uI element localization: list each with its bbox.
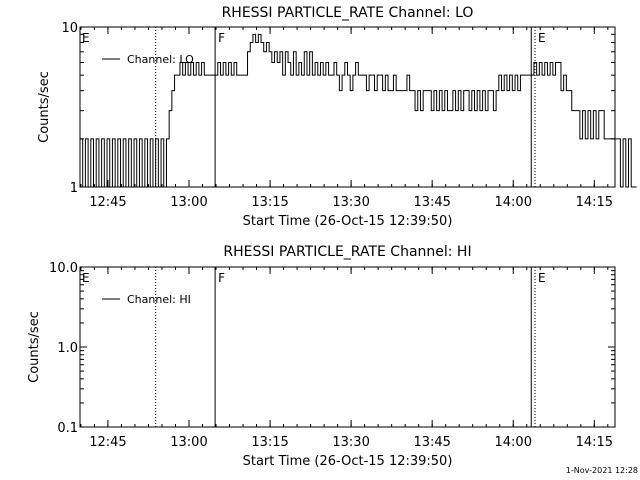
x-axis-label: Start Time (26-Oct-15 12:39:50) (243, 214, 453, 229)
x-tick-label: 13:00 (170, 435, 207, 450)
y-tick-label: 1.0 (57, 341, 78, 356)
event-marker-label: E (538, 31, 546, 45)
corner-marker-label: E (82, 31, 90, 45)
x-tick-label: 12:45 (89, 435, 126, 450)
y-axis-label: Counts/sec (37, 71, 52, 143)
legend-entry: Channel: HI (127, 293, 191, 306)
x-tick-label: 12:45 (89, 195, 126, 210)
y-tick-label: 1 (70, 181, 78, 196)
event-marker-label: F (218, 271, 225, 285)
chart-title: RHESSI PARTICLE_RATE Channel: LO (222, 5, 474, 21)
x-tick-label: 14:00 (495, 195, 532, 210)
corner-marker-label: E (82, 271, 90, 285)
data-series-line (80, 33, 637, 188)
lo-channel-panel: RHESSI PARTICLE_RATE Channel: LO 12:45 13:… (37, 5, 637, 229)
event-marker-label: F (218, 31, 225, 45)
y-tick-label: 10 (61, 21, 78, 36)
x-tick-label: 13:30 (332, 195, 369, 210)
x-tick-label: 13:45 (413, 195, 450, 210)
chart-title: RHESSI PARTICLE_RATE Channel: HI (223, 244, 471, 260)
hi-channel-panel: RHESSI PARTICLE_RATE Channel: HI 12:45 13:… (27, 244, 616, 469)
x-axis-label: Start Time (26-Oct-15 12:39:50) (243, 454, 453, 469)
footer-timestamp: 1-Nov-2021 12:28 (566, 466, 638, 475)
y-tick-label: 10.0 (49, 261, 78, 276)
event-marker-label: E (538, 271, 546, 285)
x-tick-label: 13:15 (251, 195, 288, 210)
plot-frame (79, 26, 616, 188)
x-tick-label: 13:00 (170, 195, 207, 210)
x-tick-label: 14:00 (495, 435, 532, 450)
x-tick-label: 13:15 (251, 435, 288, 450)
x-tick-label: 13:45 (413, 435, 450, 450)
y-tick-label: 0.1 (57, 421, 78, 436)
x-tick-label: 14:15 (576, 435, 613, 450)
x-tick-label: 13:30 (332, 435, 369, 450)
legend-entry: Channel: LO (127, 53, 194, 66)
y-axis-label: Counts/sec (27, 311, 42, 383)
x-tick-label: 14:15 (576, 195, 613, 210)
